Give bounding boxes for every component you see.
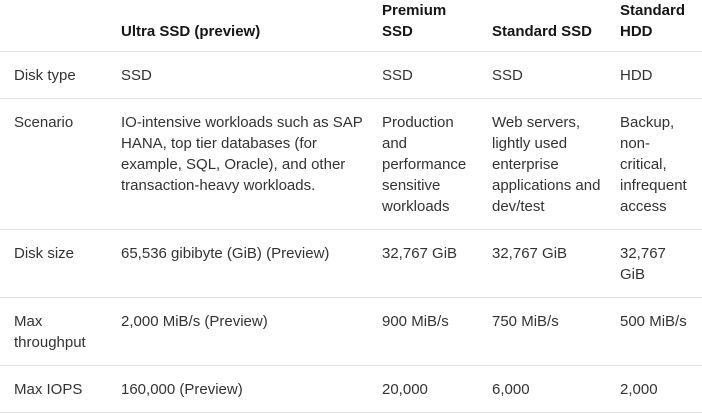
column-header-standard-ssd: Standard SSD [492,0,620,52]
column-header-row-labels [0,0,121,52]
header-row: Ultra SSD (preview) Premium SSD Standard… [0,0,702,52]
cell-disk-type-standard-ssd: SSD [492,51,620,99]
cell-disk-type-standard-hdd: HDD [620,51,702,99]
table-header: Ultra SSD (preview) Premium SSD Standard… [0,0,702,52]
table-row-max-throughput: Max throughput 2,000 MiB/s (Preview) 900… [0,297,702,366]
cell-disk-size-standard-ssd: 32,767 GiB [492,229,620,298]
cell-max-throughput-standard-ssd: 750 MiB/s [492,297,620,366]
cell-max-iops-standard-ssd: 6,000 [492,365,620,413]
cell-disk-type-premium-ssd: SSD [382,51,492,99]
cell-max-throughput-premium-ssd: 900 MiB/s [382,297,492,366]
cell-disk-size-premium-ssd: 32,767 GiB [382,229,492,298]
row-header-max-throughput: Max throughput [0,297,121,366]
column-header-premium-ssd: Premium SSD [382,0,492,52]
table-row-disk-type: Disk type SSD SSD SSD HDD [0,51,702,99]
table-row-disk-size: Disk size 65,536 gibibyte (GiB) (Preview… [0,229,702,298]
column-header-ultra-ssd: Ultra SSD (preview) [121,0,382,52]
column-header-standard-hdd: Standard HDD [620,0,702,52]
cell-disk-type-ultra-ssd: SSD [121,51,382,99]
cell-max-iops-premium-ssd: 20,000 [382,365,492,413]
table-row-max-iops: Max IOPS 160,000 (Preview) 20,000 6,000 … [0,365,702,413]
cell-disk-size-ultra-ssd: 65,536 gibibyte (GiB) (Preview) [121,229,382,298]
row-header-max-iops: Max IOPS [0,365,121,413]
table-row-scenario: Scenario IO-intensive workloads such as … [0,98,702,230]
row-header-scenario: Scenario [0,98,121,230]
cell-max-iops-standard-hdd: 2,000 [620,365,702,413]
cell-scenario-premium-ssd: Production and performance sensitive wor… [382,98,492,230]
cell-scenario-standard-hdd: Backup, non-critical, infrequent access [620,98,702,230]
table-body: Disk type SSD SSD SSD HDD Scenario IO-in… [0,51,702,413]
cell-max-iops-ultra-ssd: 160,000 (Preview) [121,365,382,413]
cell-scenario-ultra-ssd: IO-intensive workloads such as SAP HANA,… [121,98,382,230]
cell-max-throughput-ultra-ssd: 2,000 MiB/s (Preview) [121,297,382,366]
cell-scenario-standard-ssd: Web servers, lightly used enterprise app… [492,98,620,230]
row-header-disk-size: Disk size [0,229,121,298]
cell-disk-size-standard-hdd: 32,767 GiB [620,229,702,298]
cell-max-throughput-standard-hdd: 500 MiB/s [620,297,702,366]
row-header-disk-type: Disk type [0,51,121,99]
